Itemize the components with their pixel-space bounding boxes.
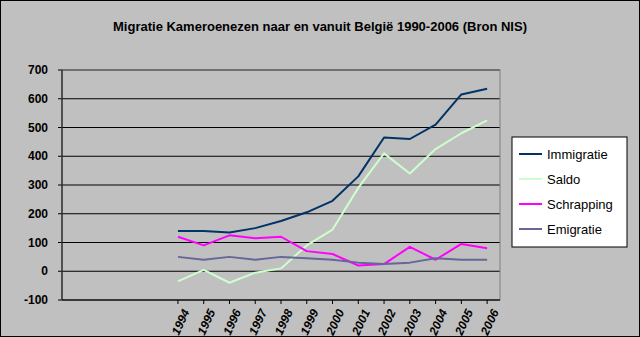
y-tick-label: 100 [28, 236, 48, 250]
series-line [178, 235, 487, 265]
x-tick-label: 2005 [452, 307, 477, 337]
chart-area [1, 1, 640, 337]
y-tick-label: 400 [28, 149, 48, 163]
y-tick-label: 0 [41, 264, 48, 278]
series-group [178, 89, 487, 283]
tick-mark [58, 70, 62, 71]
tick-mark [58, 98, 62, 99]
tick-mark [58, 213, 62, 214]
legend-swatch [519, 153, 542, 155]
legend-label: Schrapping [547, 197, 613, 212]
x-tick-mark [203, 300, 204, 304]
x-tick-label: 2003 [400, 307, 425, 337]
x-tick-label: 2002 [374, 307, 399, 337]
legend-swatch [519, 178, 542, 180]
title: Migratie Kameroenezen naar en vanuit Bel… [113, 19, 527, 34]
x-tick-mark [255, 300, 256, 304]
grid-line [62, 127, 500, 128]
y-tick-label: -100 [24, 293, 48, 307]
x-tick-label: 2004 [426, 307, 451, 337]
x-tick-label: 2001 [349, 307, 374, 337]
x-tick-mark [487, 300, 488, 304]
series-line [178, 89, 487, 233]
grid-line [62, 98, 500, 99]
tick-mark [58, 156, 62, 157]
y-axis [62, 70, 63, 300]
grid-line [62, 271, 500, 272]
x-tick-mark [461, 300, 462, 304]
y-tick-label: 300 [28, 178, 48, 192]
x-tick-label: 1994 [169, 307, 193, 337]
x-tick-label: 1999 [297, 307, 321, 337]
x-tick-mark [435, 300, 436, 304]
tick-mark [58, 271, 62, 272]
legend-label: Emigratie [547, 222, 602, 237]
plot-area [62, 70, 500, 300]
legend-label: Saldo [547, 172, 580, 187]
tick-mark [58, 127, 62, 128]
plot-frame [62, 70, 500, 300]
legend-label: Immigratie [547, 147, 608, 162]
x-tick-label: 2000 [323, 307, 348, 337]
x-tick-mark [409, 300, 410, 304]
series-line [178, 120, 487, 282]
x-tick-mark [384, 300, 385, 304]
x-tick-mark [332, 300, 333, 304]
grid-line [62, 185, 500, 186]
x-tick-mark [177, 300, 178, 304]
x-tick-label: 1995 [194, 307, 218, 337]
x-tick-mark [306, 300, 307, 304]
x-tick-label: 2006 [477, 307, 502, 337]
x-tick-label: 1998 [272, 307, 296, 337]
legend-swatch [519, 203, 542, 205]
legend-box [512, 137, 627, 247]
tick-mark [58, 242, 62, 243]
tick-mark [58, 185, 62, 186]
x-tick-mark [229, 300, 230, 304]
y-tick-label: 700 [28, 63, 48, 77]
grid-line [62, 156, 500, 157]
y-tick-label: 600 [28, 92, 48, 106]
x-tick-mark [281, 300, 282, 304]
x-tick-mark [358, 300, 359, 304]
series-line [178, 257, 487, 264]
y-tick-label: 500 [28, 121, 48, 135]
y-tick-label: 200 [28, 207, 48, 221]
legend-swatch [519, 228, 542, 230]
x-tick-label: 1997 [246, 306, 271, 337]
tick-mark [58, 300, 62, 301]
grid-line [62, 213, 500, 214]
x-tick-label: 1996 [220, 307, 244, 337]
grid-line [62, 242, 500, 243]
chart: Migratie Kameroenezen naar en vanuit Bel… [0, 0, 640, 337]
